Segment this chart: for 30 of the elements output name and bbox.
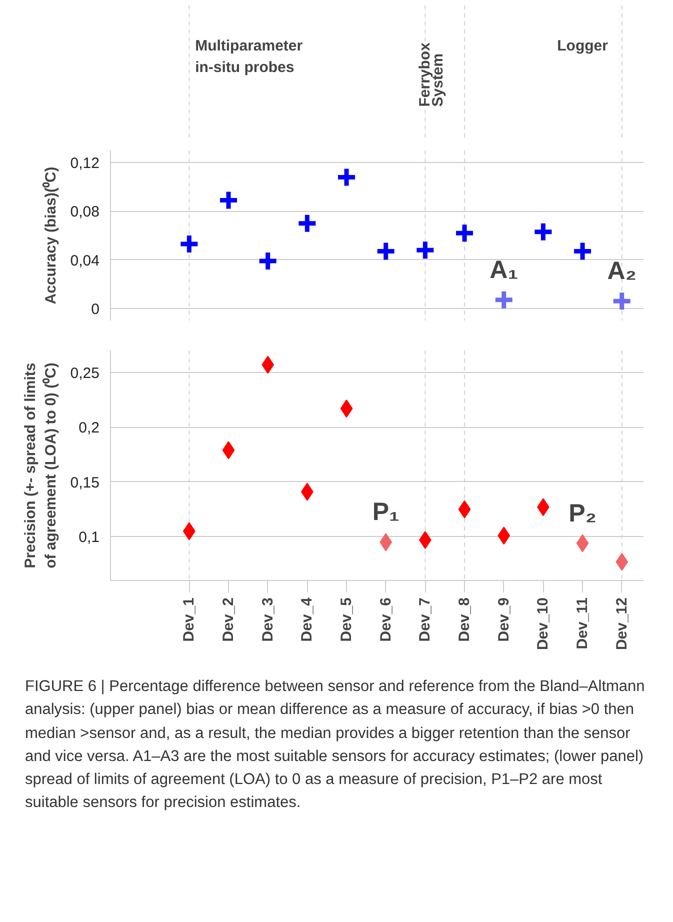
x-tick-label: Dev_11	[574, 598, 592, 650]
x-tick-label: Dev_3	[259, 598, 276, 642]
y-tick-label: 0	[91, 300, 100, 318]
text: Logger	[557, 38, 608, 54]
y-axis-title: Precision (+- spread of limits of agreement (LOA) to 0) (⁰C)	[22, 362, 60, 568]
x-tick-label: Dev_7	[416, 598, 434, 642]
y-tick-label: 0,12	[70, 155, 100, 172]
x-tick-label: Dev_4	[298, 596, 316, 642]
x-tick-label: Dev_9	[495, 598, 512, 642]
y-tick-label: 0,25	[70, 364, 100, 382]
x-tick-label: Dev_8	[456, 598, 474, 642]
x-tick-label: Dev_12	[613, 597, 630, 650]
caption: FIGURE 6 | Percentage difference between sensor and reference from the Bland–Altmann analysis: (upper panel) bias or mean difference as a measure of accuracy, if bias >0 then median >sensor and, as a result, the median provides a bigger retention than the sensor and vice versa. A1–A3 are the most suitable sensors for accuracy estimates; (lower panel) spread of limits of agreement (LOA) to 0 as a measure of precision, P1–P2 are most suitable sensors for precision estimates.	[25, 677, 645, 814]
y-axis-title: Accuracy (bias)(⁰C)	[41, 166, 60, 304]
text: Multiparameter in-situ probes	[195, 38, 303, 76]
y-tick-label: 0,1	[78, 529, 100, 546]
x-tick-label: Dev_2	[220, 598, 238, 642]
y-tick-label: 0,08	[70, 204, 100, 221]
x-tick-label: Dev_6	[377, 598, 394, 642]
x-tick-label: Dev_1	[180, 598, 198, 642]
y-tick-label: 0,15	[70, 474, 100, 492]
x-tick-label: Dev_10	[534, 597, 552, 650]
annotation: P₂	[568, 499, 596, 528]
annotation: P₁	[372, 498, 400, 526]
annotation: A₁	[490, 256, 518, 284]
y-tick-label: 0,2	[78, 420, 100, 437]
y-tick-label: 0,04	[70, 252, 100, 270]
annotation: A₂	[607, 257, 636, 286]
x-tick-label: Dev_5	[338, 598, 356, 642]
text: Ferrybox System	[416, 42, 446, 107]
